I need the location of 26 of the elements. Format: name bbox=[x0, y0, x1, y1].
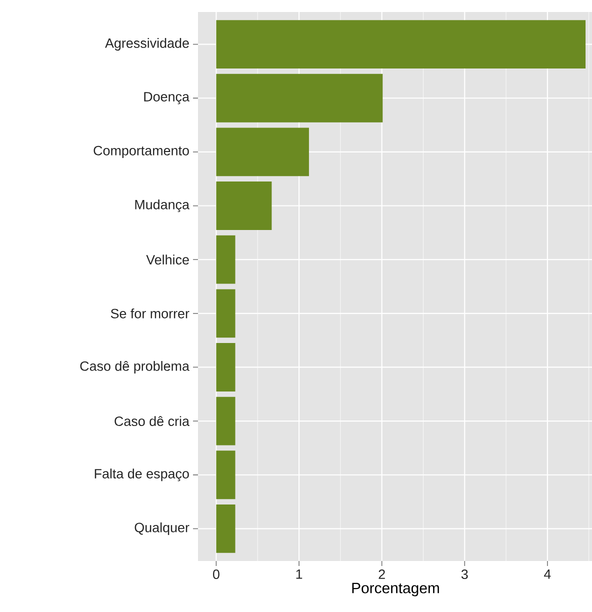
bar bbox=[216, 450, 236, 500]
bar bbox=[216, 182, 272, 230]
x-tick-label: 3 bbox=[461, 570, 468, 580]
y-tick-label: Comportamento bbox=[94, 146, 189, 158]
x-axis-title: Porcentagem bbox=[352, 582, 439, 596]
bar bbox=[216, 396, 236, 446]
bar bbox=[216, 504, 236, 553]
y-tick-label: Velhice bbox=[146, 254, 189, 265]
bar bbox=[216, 343, 236, 392]
y-tick-label: Se for morrer bbox=[110, 308, 190, 318]
x-tick-label: 4 bbox=[544, 570, 551, 579]
y-tick-label: Agressividade bbox=[105, 38, 189, 51]
bar bbox=[216, 128, 309, 176]
y-tick-label: Caso dê problema bbox=[80, 360, 190, 374]
y-tick-label: Qualquer bbox=[134, 522, 190, 535]
bar bbox=[216, 289, 236, 338]
x-tick-label: 1 bbox=[296, 570, 302, 579]
bar bbox=[216, 20, 586, 69]
y-tick-label: Mudança bbox=[135, 199, 190, 212]
bar bbox=[216, 235, 236, 284]
bar bbox=[216, 74, 383, 122]
x-tick-label: 2 bbox=[378, 570, 385, 579]
y-tick-label: Falta de espaço bbox=[94, 468, 189, 482]
y-tick-label: Doença bbox=[144, 92, 190, 104]
y-tick-label: Caso dê cria bbox=[114, 416, 190, 426]
x-tick-label: 0 bbox=[213, 570, 220, 580]
